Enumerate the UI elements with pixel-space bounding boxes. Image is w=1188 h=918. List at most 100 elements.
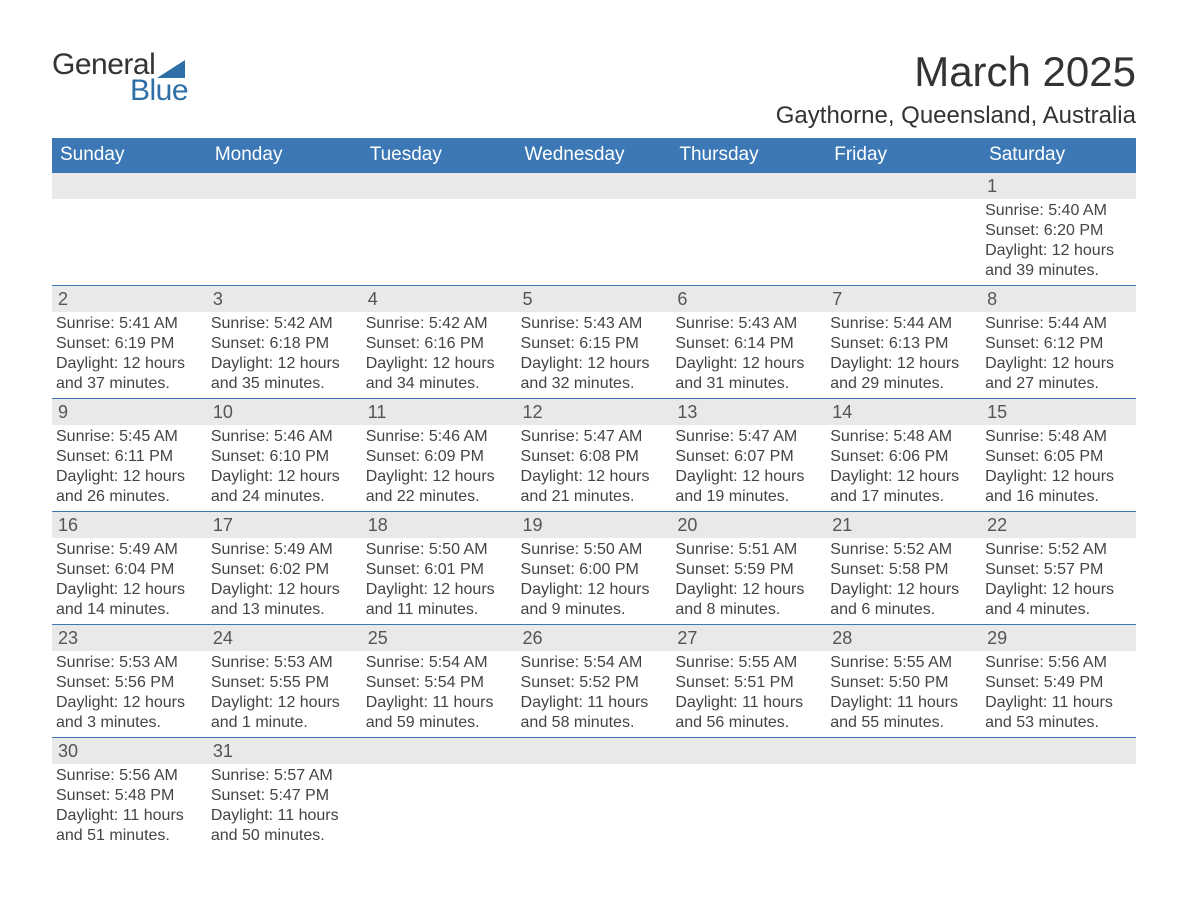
calendar-cell: 6Sunrise: 5:43 AMSunset: 6:14 PMDaylight… bbox=[671, 286, 826, 399]
calendar-cell: 14Sunrise: 5:48 AMSunset: 6:06 PMDayligh… bbox=[826, 399, 981, 512]
day-header: Monday bbox=[207, 138, 362, 173]
cell-body: Sunrise: 5:57 AMSunset: 5:47 PMDaylight:… bbox=[207, 764, 362, 850]
logo: General Blue bbox=[52, 48, 188, 108]
day-number: 15 bbox=[981, 399, 1136, 425]
calendar-cell: 25Sunrise: 5:54 AMSunset: 5:54 PMDayligh… bbox=[362, 625, 517, 738]
calendar-cell bbox=[671, 173, 826, 286]
day-number bbox=[826, 738, 981, 764]
cell-body: Sunrise: 5:48 AMSunset: 6:05 PMDaylight:… bbox=[981, 425, 1136, 511]
daylight-text: Daylight: 12 hours and 31 minutes. bbox=[675, 354, 822, 394]
day-number bbox=[671, 738, 826, 764]
calendar-cell bbox=[826, 173, 981, 286]
day-number: 8 bbox=[981, 286, 1136, 312]
daylight-text: Daylight: 11 hours and 53 minutes. bbox=[985, 693, 1132, 733]
sunrise-text: Sunrise: 5:49 AM bbox=[56, 540, 203, 560]
sunrise-text: Sunrise: 5:41 AM bbox=[56, 314, 203, 334]
day-number: 18 bbox=[362, 512, 517, 538]
calendar-cell bbox=[671, 738, 826, 851]
day-number: 11 bbox=[362, 399, 517, 425]
sunset-text: Sunset: 6:01 PM bbox=[366, 560, 513, 580]
daylight-text: Daylight: 12 hours and 24 minutes. bbox=[211, 467, 358, 507]
day-number bbox=[981, 738, 1136, 764]
day-number: 16 bbox=[52, 512, 207, 538]
sunrise-text: Sunrise: 5:47 AM bbox=[521, 427, 668, 447]
day-number: 30 bbox=[52, 738, 207, 764]
calendar-cell bbox=[362, 738, 517, 851]
day-number: 10 bbox=[207, 399, 362, 425]
cell-body: Sunrise: 5:42 AMSunset: 6:18 PMDaylight:… bbox=[207, 312, 362, 398]
day-number: 27 bbox=[671, 625, 826, 651]
calendar-cell: 1Sunrise: 5:40 AMSunset: 6:20 PMDaylight… bbox=[981, 173, 1136, 286]
sunset-text: Sunset: 6:11 PM bbox=[56, 447, 203, 467]
sunrise-text: Sunrise: 5:50 AM bbox=[366, 540, 513, 560]
sunrise-text: Sunrise: 5:43 AM bbox=[521, 314, 668, 334]
calendar-cell: 12Sunrise: 5:47 AMSunset: 6:08 PMDayligh… bbox=[517, 399, 672, 512]
daylight-text: Daylight: 12 hours and 19 minutes. bbox=[675, 467, 822, 507]
calendar-header-row: SundayMondayTuesdayWednesdayThursdayFrid… bbox=[52, 138, 1136, 173]
calendar-cell bbox=[517, 738, 672, 851]
cell-body: Sunrise: 5:49 AMSunset: 6:04 PMDaylight:… bbox=[52, 538, 207, 624]
day-header: Friday bbox=[826, 138, 981, 173]
calendar-week-row: 9Sunrise: 5:45 AMSunset: 6:11 PMDaylight… bbox=[52, 399, 1136, 512]
sunset-text: Sunset: 6:14 PM bbox=[675, 334, 822, 354]
daylight-text: Daylight: 12 hours and 8 minutes. bbox=[675, 580, 822, 620]
day-number: 29 bbox=[981, 625, 1136, 651]
day-number: 3 bbox=[207, 286, 362, 312]
day-number: 31 bbox=[207, 738, 362, 764]
sunset-text: Sunset: 6:13 PM bbox=[830, 334, 977, 354]
cell-body: Sunrise: 5:54 AMSunset: 5:54 PMDaylight:… bbox=[362, 651, 517, 737]
page-title: March 2025 bbox=[776, 48, 1136, 96]
day-number: 21 bbox=[826, 512, 981, 538]
sunset-text: Sunset: 5:50 PM bbox=[830, 673, 977, 693]
logo-text-bottom: Blue bbox=[130, 74, 188, 108]
sunset-text: Sunset: 6:16 PM bbox=[366, 334, 513, 354]
sunset-text: Sunset: 6:02 PM bbox=[211, 560, 358, 580]
day-number: 1 bbox=[981, 173, 1136, 199]
cell-body bbox=[671, 764, 826, 784]
daylight-text: Daylight: 12 hours and 14 minutes. bbox=[56, 580, 203, 620]
cell-body: Sunrise: 5:43 AMSunset: 6:15 PMDaylight:… bbox=[517, 312, 672, 398]
sunset-text: Sunset: 5:52 PM bbox=[521, 673, 668, 693]
sunrise-text: Sunrise: 5:52 AM bbox=[830, 540, 977, 560]
calendar-cell: 11Sunrise: 5:46 AMSunset: 6:09 PMDayligh… bbox=[362, 399, 517, 512]
day-number bbox=[362, 738, 517, 764]
sunset-text: Sunset: 5:49 PM bbox=[985, 673, 1132, 693]
cell-body: Sunrise: 5:47 AMSunset: 6:08 PMDaylight:… bbox=[517, 425, 672, 511]
sunset-text: Sunset: 6:04 PM bbox=[56, 560, 203, 580]
sunset-text: Sunset: 5:57 PM bbox=[985, 560, 1132, 580]
daylight-text: Daylight: 11 hours and 50 minutes. bbox=[211, 806, 358, 846]
sunrise-text: Sunrise: 5:46 AM bbox=[211, 427, 358, 447]
cell-body bbox=[671, 199, 826, 219]
calendar-cell: 27Sunrise: 5:55 AMSunset: 5:51 PMDayligh… bbox=[671, 625, 826, 738]
calendar-cell: 16Sunrise: 5:49 AMSunset: 6:04 PMDayligh… bbox=[52, 512, 207, 625]
day-number bbox=[362, 173, 517, 199]
sunrise-text: Sunrise: 5:54 AM bbox=[521, 653, 668, 673]
day-number: 23 bbox=[52, 625, 207, 651]
calendar-week-row: 23Sunrise: 5:53 AMSunset: 5:56 PMDayligh… bbox=[52, 625, 1136, 738]
calendar-week-row: 30Sunrise: 5:56 AMSunset: 5:48 PMDayligh… bbox=[52, 738, 1136, 851]
sunset-text: Sunset: 6:15 PM bbox=[521, 334, 668, 354]
sunrise-text: Sunrise: 5:48 AM bbox=[830, 427, 977, 447]
day-number: 13 bbox=[671, 399, 826, 425]
calendar-cell: 19Sunrise: 5:50 AMSunset: 6:00 PMDayligh… bbox=[517, 512, 672, 625]
daylight-text: Daylight: 12 hours and 3 minutes. bbox=[56, 693, 203, 733]
cell-body bbox=[826, 199, 981, 219]
daylight-text: Daylight: 11 hours and 55 minutes. bbox=[830, 693, 977, 733]
title-block: March 2025 Gaythorne, Queensland, Austra… bbox=[776, 48, 1136, 130]
calendar-week-row: 2Sunrise: 5:41 AMSunset: 6:19 PMDaylight… bbox=[52, 286, 1136, 399]
calendar-cell: 5Sunrise: 5:43 AMSunset: 6:15 PMDaylight… bbox=[517, 286, 672, 399]
sunrise-text: Sunrise: 5:53 AM bbox=[56, 653, 203, 673]
calendar-cell: 9Sunrise: 5:45 AMSunset: 6:11 PMDaylight… bbox=[52, 399, 207, 512]
cell-body bbox=[517, 764, 672, 784]
cell-body bbox=[207, 199, 362, 219]
cell-body: Sunrise: 5:45 AMSunset: 6:11 PMDaylight:… bbox=[52, 425, 207, 511]
calendar-cell bbox=[207, 173, 362, 286]
calendar-cell: 2Sunrise: 5:41 AMSunset: 6:19 PMDaylight… bbox=[52, 286, 207, 399]
calendar-cell bbox=[362, 173, 517, 286]
sunset-text: Sunset: 5:55 PM bbox=[211, 673, 358, 693]
calendar-cell bbox=[981, 738, 1136, 851]
cell-body bbox=[362, 199, 517, 219]
daylight-text: Daylight: 12 hours and 22 minutes. bbox=[366, 467, 513, 507]
sunset-text: Sunset: 5:58 PM bbox=[830, 560, 977, 580]
day-number bbox=[52, 173, 207, 199]
